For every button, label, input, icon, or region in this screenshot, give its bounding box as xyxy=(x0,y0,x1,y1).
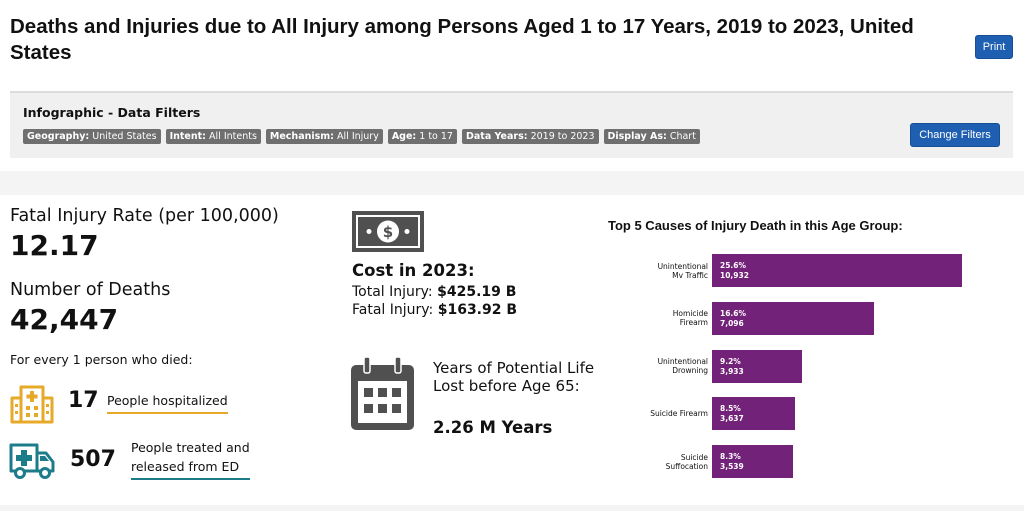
bar-category-label: Suicide Suffocation xyxy=(665,452,708,471)
section-divider xyxy=(0,171,1024,195)
filters-title: Infographic - Data Filters xyxy=(23,105,201,120)
bar-category-label: Unintentional Mv Traffic xyxy=(657,261,708,280)
cost-fatal-injury: Fatal Injury: $163.92 B xyxy=(352,302,518,318)
bar-count-label: 10,932 xyxy=(720,271,749,280)
bar-3 xyxy=(712,397,796,431)
hospitalized-count: 17 xyxy=(68,388,99,413)
data-filters-panel: Infographic - Data Filters Geography: Un… xyxy=(10,91,1013,158)
money-icon: $ xyxy=(352,211,424,252)
page-title: Deaths and Injuries due to All Injury am… xyxy=(10,15,914,64)
bar-2 xyxy=(712,349,802,383)
filter-chip-mechanism: Mechanism: All Injury xyxy=(265,129,383,144)
ypll-text: Years of Potential Life Lost before Age … xyxy=(433,359,595,395)
ed-count: 507 xyxy=(70,447,116,472)
bottom-divider xyxy=(0,505,1024,511)
print-button[interactable]: Print xyxy=(975,35,1013,59)
filter-chip-intent: Intent: All Intents xyxy=(165,129,261,144)
bar-0 xyxy=(712,254,962,287)
chart-title: Top 5 Causes of Injury Death in this Age… xyxy=(608,218,903,233)
cost-total-injury: Total Injury: $425.19 B xyxy=(352,284,517,300)
bar-percent-label: 9.2% xyxy=(720,356,741,366)
hospitalized-label: People hospitalized xyxy=(107,393,228,414)
filter-chip-age: Age: 1 to 17 xyxy=(387,129,457,144)
fatal-injury-rate-label: Fatal Injury Rate (per 100,000) xyxy=(10,206,279,226)
ambulance-icon xyxy=(9,443,55,479)
filter-chip-data-years: Data Years: 2019 to 2023 xyxy=(461,129,599,144)
bar-category-label: Homicide Firearm xyxy=(672,309,708,328)
number-of-deaths-value: 42,447 xyxy=(10,303,119,336)
filter-chip-geography: Geography: United States xyxy=(23,129,161,144)
calendar-icon xyxy=(351,357,414,430)
ed-label-line1: People treated and xyxy=(131,440,250,455)
bar-percent-label: 8.3% xyxy=(720,452,741,462)
bar-count-label: 3,637 xyxy=(720,414,744,424)
number-of-deaths-label: Number of Deaths xyxy=(10,280,171,300)
header: Deaths and Injuries due to All Injury am… xyxy=(10,14,960,66)
ypll-value: 2.26 M Years xyxy=(433,418,553,437)
cost-title: Cost in 2023: xyxy=(352,261,475,280)
bar-percent-label: 25.6% xyxy=(720,261,747,270)
bar-4 xyxy=(712,445,793,479)
per-person-text: For every 1 person who died: xyxy=(10,352,193,367)
change-filters-button[interactable]: Change Filters xyxy=(910,123,1000,147)
bar-count-label: 7,096 xyxy=(720,318,744,328)
ed-label-line2: released from ED xyxy=(131,459,250,480)
bar-category-label: Suicide Firearm xyxy=(650,409,708,419)
bar-1 xyxy=(712,301,875,335)
filter-chip-display-as: Display As: Chart xyxy=(603,129,700,144)
bar-count-label: 3,539 xyxy=(720,462,744,472)
bar-count-label: 3,933 xyxy=(720,366,744,376)
filter-chips: Geography: United States Intent: All Int… xyxy=(23,129,700,144)
fatal-injury-rate-value: 12.17 xyxy=(10,229,99,262)
hospital-icon xyxy=(10,385,54,424)
bar-percent-label: 16.6% xyxy=(720,308,747,318)
bar-percent-label: 8.5% xyxy=(720,404,741,414)
svg-text:$: $ xyxy=(383,223,393,241)
bar-category-label: Unintentional Drowning xyxy=(657,357,708,376)
